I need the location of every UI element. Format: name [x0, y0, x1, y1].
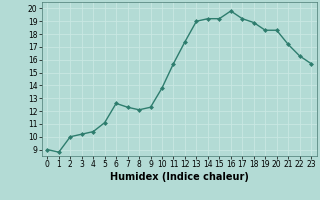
- X-axis label: Humidex (Indice chaleur): Humidex (Indice chaleur): [110, 172, 249, 182]
